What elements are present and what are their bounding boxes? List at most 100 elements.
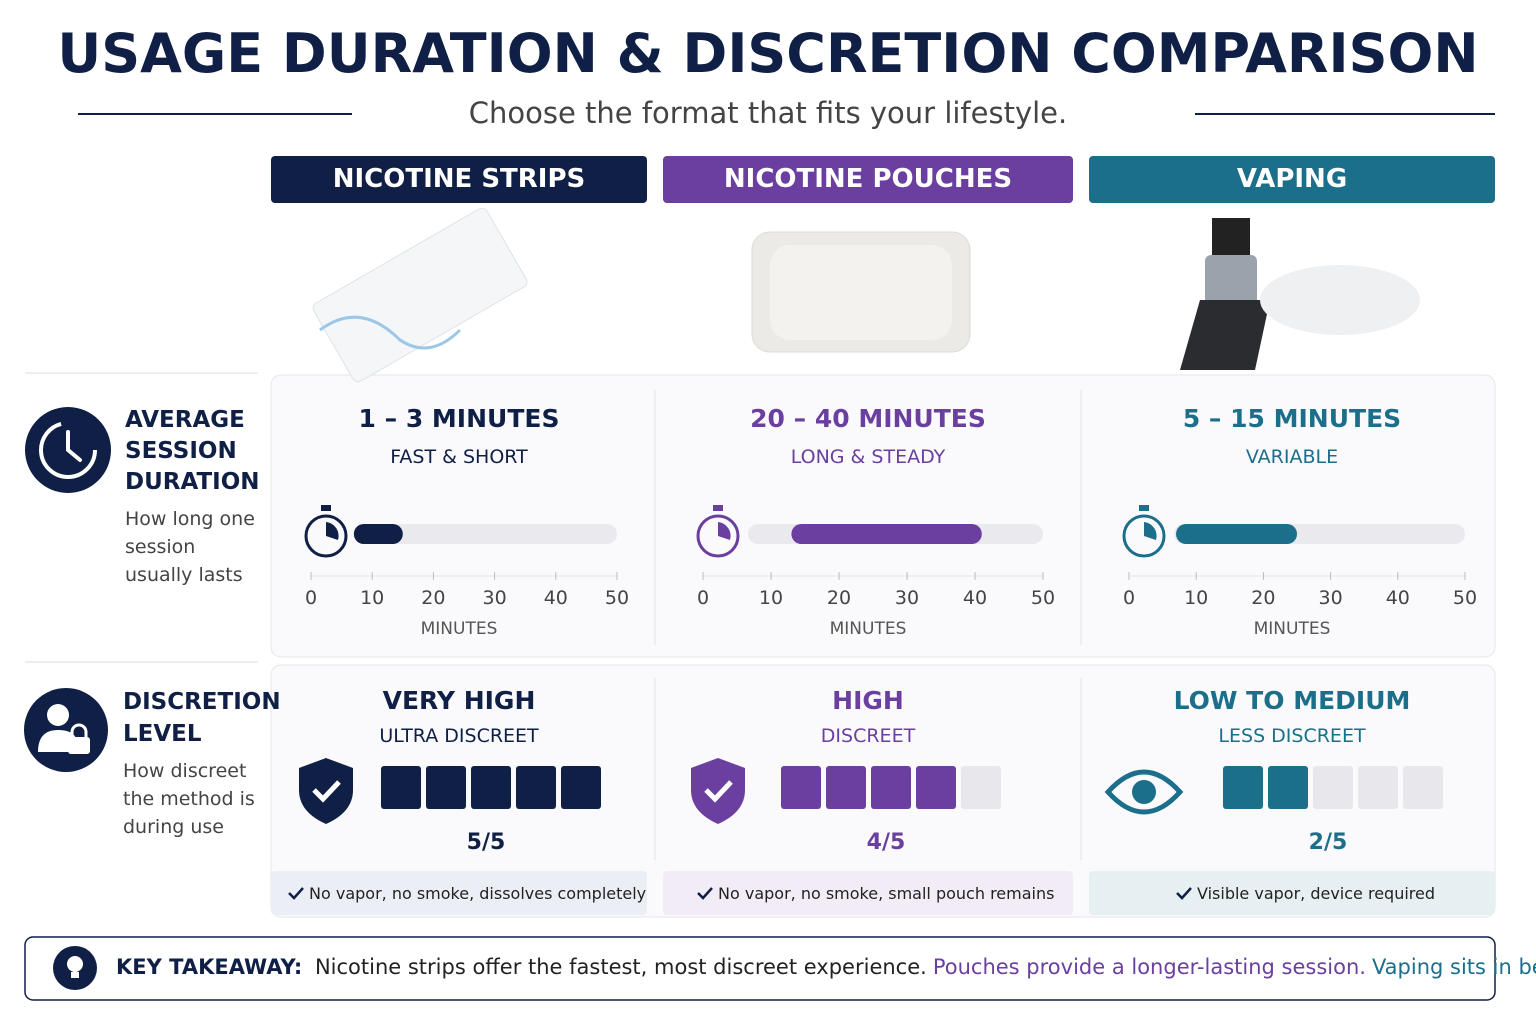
duration-card — [270, 374, 1496, 658]
duration-text: 5 – 15 MINUTES — [1182, 404, 1402, 433]
score-square — [1223, 766, 1263, 809]
column-title: NICOTINE POUCHES — [723, 164, 1013, 194]
axis-label: MINUTES — [420, 619, 498, 639]
duration-subtitle: FAST & SHORT — [390, 446, 528, 468]
score-squares — [1223, 766, 1443, 809]
tick-label: 50 — [1453, 587, 1477, 609]
score-label: 2/5 — [1308, 830, 1348, 855]
duration-subtitle: VARIABLE — [1245, 446, 1339, 468]
discretion-level: LOW TO MEDIUM — [1173, 686, 1411, 715]
score-square — [916, 766, 956, 809]
tick-label: 50 — [1031, 587, 1055, 609]
takeaway-part: Vaping sits in between. — [1371, 955, 1536, 979]
note: Visible vapor, device required — [1197, 884, 1435, 903]
axis-label: MINUTES — [1253, 619, 1331, 639]
tick-label: 10 — [1184, 587, 1208, 609]
column-header — [271, 156, 647, 203]
score-square — [1268, 766, 1308, 809]
score-square — [781, 766, 821, 809]
score-label: 4/5 — [866, 830, 906, 855]
subtitle: Choose the format that fits your lifesty… — [468, 96, 1068, 130]
pouch-image — [751, 231, 971, 353]
strip-image — [312, 207, 528, 383]
column-header — [663, 156, 1073, 203]
tick-label: 30 — [483, 587, 507, 609]
stopwatch-icon — [1139, 505, 1149, 511]
tick-label: 40 — [544, 587, 568, 609]
score-square — [561, 766, 601, 809]
takeaway-label: KEY TAKEAWAY: — [116, 955, 303, 979]
tick-label: 10 — [360, 587, 384, 609]
score-square — [426, 766, 466, 809]
clock-icon — [25, 407, 111, 493]
discretion-level: HIGH — [832, 686, 904, 715]
title: USAGE DURATION & DISCRETION COMPARISON — [57, 22, 1479, 85]
tick-label: 30 — [895, 587, 919, 609]
score-squares — [781, 766, 1001, 809]
score-square — [1403, 766, 1443, 809]
discretion-level: VERY HIGH — [382, 686, 536, 715]
stopwatch-icon — [321, 505, 331, 511]
axis-label: MINUTES — [829, 619, 907, 639]
duration-bar — [353, 524, 403, 544]
stopwatch-icon — [1122, 514, 1166, 558]
shield-icon — [299, 758, 353, 824]
score-square — [516, 766, 556, 809]
takeaway-parts: Nicotine strips offer the fastest, most … — [309, 955, 1536, 979]
eye-icon — [1132, 780, 1156, 804]
discretion-subtitle: LESS DISCREET — [1218, 725, 1366, 747]
score-squares — [381, 766, 601, 809]
bulb-icon — [53, 946, 97, 990]
score-square — [826, 766, 866, 809]
tick-label: 0 — [697, 587, 709, 609]
duration-subtitle: LONG & STEADY — [790, 446, 946, 468]
privacy-icon — [24, 688, 108, 772]
tick-label: 50 — [605, 587, 629, 609]
column-header — [1089, 156, 1495, 203]
duration-text: 20 – 40 MINUTES — [750, 404, 986, 433]
stopwatch-icon — [718, 522, 731, 540]
check-icon — [697, 887, 713, 900]
eye-icon — [1104, 769, 1184, 815]
takeaway: KEY TAKEAWAY: Nicotine strips offer the … — [116, 955, 1536, 979]
score-square — [1313, 766, 1353, 809]
tick-label: 10 — [759, 587, 783, 609]
score-label: 5/5 — [466, 830, 506, 855]
stopwatch-icon — [1144, 522, 1157, 540]
check-icon — [288, 887, 304, 900]
stopwatch-icon — [696, 514, 740, 558]
stopwatch-icon — [326, 522, 339, 540]
row-description: How discreet the method is during use — [123, 760, 255, 838]
tick-label: 40 — [1386, 587, 1410, 609]
row-label: AVERAGE SESSION DURATION — [125, 407, 260, 495]
tick-label: 20 — [827, 587, 851, 609]
note-bar — [1089, 871, 1495, 915]
column-title: VAPING — [1236, 164, 1348, 194]
vape-image — [1180, 218, 1420, 370]
duration-bar — [1176, 524, 1297, 544]
stopwatch-icon — [713, 505, 723, 511]
duration-bar — [791, 524, 982, 544]
tick-label: 40 — [963, 587, 987, 609]
score-square — [381, 766, 421, 809]
discretion-subtitle: DISCREET — [820, 725, 916, 747]
duration-text: 1 – 3 MINUTES — [358, 404, 560, 433]
score-square — [471, 766, 511, 809]
bar-track — [356, 524, 617, 544]
tick-label: 30 — [1319, 587, 1343, 609]
shield-icon — [691, 758, 745, 824]
row-description: How long one session usually lasts — [125, 508, 255, 586]
column-title: NICOTINE STRIPS — [332, 164, 586, 194]
takeaway-part: Pouches provide a longer-lasting session… — [932, 955, 1366, 979]
check-icon — [704, 780, 733, 803]
tick-label: 0 — [1123, 587, 1135, 609]
tick-label: 20 — [421, 587, 445, 609]
takeaway-box — [24, 936, 1496, 1001]
tick-label: 0 — [305, 587, 317, 609]
score-square — [871, 766, 911, 809]
check-icon — [1176, 887, 1192, 900]
tick-label: 20 — [1251, 587, 1275, 609]
discretion-subtitle: ULTRA DISCREET — [379, 725, 539, 747]
